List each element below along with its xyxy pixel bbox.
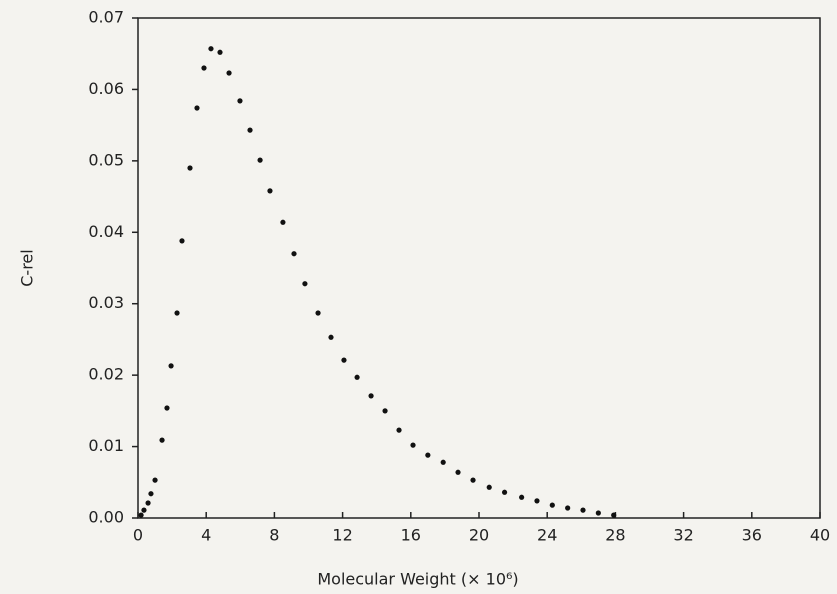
y-tick-label: 0.01 [88, 436, 124, 455]
data-point [138, 512, 144, 518]
x-tick-label: 28 [605, 526, 625, 545]
y-tick-label: 0.03 [88, 293, 124, 312]
data-point [141, 507, 147, 513]
data-point [145, 500, 151, 506]
data-point [368, 393, 374, 399]
x-tick-label: 32 [673, 526, 693, 545]
y-tick-label: 0.04 [88, 222, 124, 241]
y-tick-label: 0.00 [88, 508, 124, 527]
plot-frame [137, 17, 821, 519]
data-point [382, 408, 388, 414]
x-tick-label: 40 [810, 526, 830, 545]
x-tick-label: 12 [332, 526, 352, 545]
x-tick-label: 4 [201, 526, 211, 545]
x-axis-label: Molecular Weight (× 10⁶) [317, 570, 518, 589]
data-point [257, 157, 263, 163]
data-point [549, 502, 555, 508]
data-point [168, 363, 174, 369]
data-point [152, 477, 158, 483]
x-tick-label: 0 [133, 526, 143, 545]
x-tick-label: 36 [742, 526, 762, 545]
data-point [174, 310, 180, 316]
y-tick-label: 0.06 [88, 79, 124, 98]
data-point [410, 442, 416, 448]
data-point [425, 452, 431, 458]
data-point [354, 374, 360, 380]
data-point [226, 70, 232, 76]
data-point [291, 251, 297, 257]
data-point [194, 105, 200, 111]
data-point [501, 489, 508, 495]
data-point [148, 491, 154, 497]
data-point [595, 510, 601, 516]
data-point [315, 310, 321, 316]
y-tick-label: 0.05 [88, 150, 124, 169]
y-tick-label: 0.02 [88, 365, 124, 384]
x-tick-label: 20 [469, 526, 489, 545]
data-point [341, 357, 347, 363]
data-point [237, 98, 243, 104]
data-point [217, 49, 223, 55]
data-point [201, 65, 207, 71]
data-point [455, 469, 461, 475]
data-point [208, 46, 214, 52]
data-point [534, 498, 540, 504]
data-point [247, 127, 253, 133]
data-point [267, 188, 273, 194]
data-point [565, 505, 571, 511]
data-point [440, 459, 446, 465]
x-tick-label: 24 [537, 526, 557, 545]
data-point [164, 405, 170, 411]
data-point [519, 494, 525, 500]
data-point [396, 427, 402, 433]
data-point [580, 507, 586, 513]
data-point [159, 437, 165, 443]
data-point [486, 484, 492, 490]
data-point [187, 165, 193, 171]
y-tick-label: 0.07 [88, 8, 124, 27]
x-tick-label: 8 [269, 526, 279, 545]
data-point [470, 477, 476, 483]
x-tick-label: 16 [401, 526, 421, 545]
data-point [611, 512, 617, 518]
data-point [328, 334, 334, 340]
data-point [302, 281, 308, 287]
data-point [179, 238, 185, 244]
data-point [280, 219, 286, 225]
y-axis-label: C-rel [18, 249, 37, 286]
